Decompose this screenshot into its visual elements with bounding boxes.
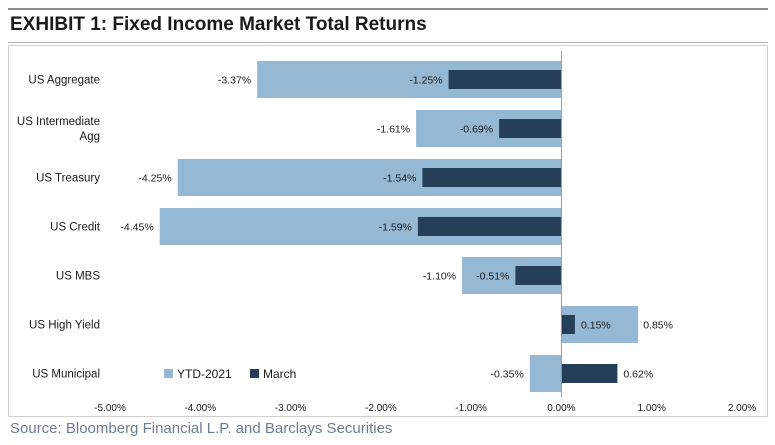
value-label-march-us-intermediate-agg: -0.69%	[460, 124, 493, 136]
top-rule	[8, 8, 768, 10]
category-label-us-mbs: US MBS	[56, 271, 100, 283]
category-label-us-high-yield: US High Yield	[29, 320, 100, 332]
category-label-line: US Credit	[50, 222, 101, 234]
category-labels: US Aggregate US Intermediate Agg US Treasur…	[17, 75, 101, 381]
legend-swatch-ytd-2021	[164, 369, 173, 378]
legend-label-ytd-2021: YTD-2021	[177, 367, 232, 381]
value-label-ytd-us-aggregate: -3.37%	[218, 75, 251, 87]
x-tick-label: 2.00%	[728, 403, 756, 414]
bar-march-us-high-yield	[561, 315, 575, 334]
category-label-line: US Aggregate	[28, 75, 100, 87]
category-label-us-aggregate: US Aggregate	[28, 75, 100, 87]
value-label-ytd-us-credit: -4.45%	[120, 222, 153, 234]
plot-frame	[8, 45, 768, 417]
category-label-us-credit: US Credit	[50, 222, 101, 234]
chart-container: US Aggregate US Intermediate Agg US Treasur…	[8, 45, 768, 417]
x-tick-label: 0.00%	[547, 403, 575, 414]
value-label-march-us-treasury: -1.54%	[383, 173, 416, 185]
value-label-march-us-municipal: 0.62%	[623, 369, 653, 381]
bar-march-us-municipal	[561, 364, 618, 383]
category-label-line: Agg	[80, 131, 100, 143]
title-rule	[8, 42, 768, 43]
bar-march-us-mbs	[515, 266, 562, 285]
category-label-us-intermediate-agg: US Intermediate Agg	[17, 116, 100, 143]
category-label-line: US High Yield	[29, 320, 100, 332]
x-tick-label: -3.00%	[275, 403, 307, 414]
category-label-line: US MBS	[56, 271, 100, 283]
x-tick-label: -5.00%	[94, 403, 126, 414]
value-label-ytd-us-intermediate-agg: -1.61%	[377, 124, 410, 136]
bar-ytd-us-municipal	[529, 355, 562, 392]
value-label-ytd-us-high-yield: 0.85%	[643, 320, 673, 332]
category-label-us-municipal: US Municipal	[32, 369, 100, 381]
x-tick-label: 1.00%	[638, 403, 666, 414]
value-label-march-us-credit: -1.59%	[379, 222, 412, 234]
category-label-line: US Treasury	[36, 173, 100, 185]
bar-march-us-credit	[417, 217, 562, 236]
value-label-march-us-aggregate: -1.25%	[409, 75, 442, 87]
value-label-ytd-us-municipal: -0.35%	[491, 369, 524, 381]
source-note: Source: Bloomberg Financial L.P. and Bar…	[10, 420, 393, 437]
value-label-march-us-high-yield: 0.15%	[581, 320, 611, 332]
value-label-ytd-us-treasury: -4.25%	[138, 173, 171, 185]
legend: YTD-2021 March	[164, 367, 296, 381]
x-tick-label: -1.00%	[455, 403, 487, 414]
value-label-ytd-us-mbs: -1.10%	[423, 271, 456, 283]
x-tick-label: -4.00%	[184, 403, 216, 414]
category-label-line: US Municipal	[32, 369, 100, 381]
bar-chart: US Aggregate US Intermediate Agg US Treasur…	[8, 45, 768, 417]
value-labels: -3.37% -1.25% -1.61% -0.69% -4.25% -1.54% -4.4…	[120, 75, 673, 381]
series-march-bars	[417, 70, 618, 383]
legend-label-march: March	[263, 367, 296, 381]
legend-swatch-march	[250, 369, 259, 378]
bar-march-us-treasury	[422, 168, 562, 187]
value-label-march-us-mbs: -0.51%	[476, 271, 509, 283]
category-label-line: US Intermediate	[17, 116, 100, 128]
bar-march-us-aggregate	[448, 70, 562, 89]
exhibit-title: EXHIBIT 1: Fixed Income Market Total Ret…	[10, 14, 427, 35]
category-label-us-treasury: US Treasury	[36, 173, 100, 185]
x-axis-tick-labels: -5.00% -4.00% -3.00% -2.00% -1.00% 0.00% 1.00%…	[94, 403, 756, 414]
bar-march-us-intermediate-agg	[499, 119, 562, 138]
x-tick-label: -2.00%	[365, 403, 397, 414]
